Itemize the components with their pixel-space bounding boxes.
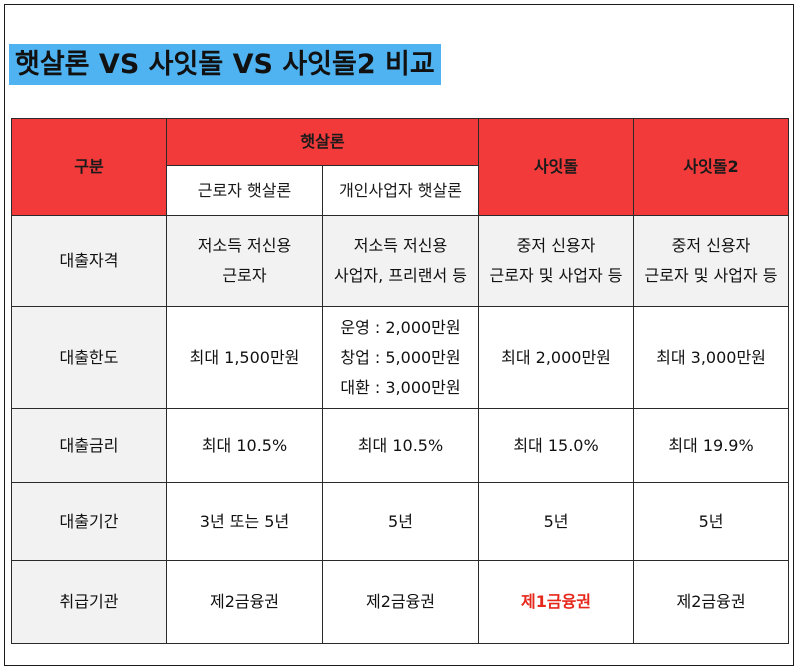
cell-period-business: 5년 [321, 482, 480, 561]
cell-line: 대환 : 3,000만원 [340, 377, 461, 397]
cell-line: 운영 : 2,000만원 [340, 317, 461, 337]
table-row: 대출자격 저소득 저신용 근로자 저소득 저신용 사업자, 프리랜서 등 중저 … [11, 215, 790, 307]
header-worker-sunshine: 근로자 햇살론 [166, 165, 323, 216]
cell-line: 근로자 및 사업자 등 [644, 266, 778, 285]
page-title: 햇살론 VS 사잇돌 VS 사잇돌2 비교 [9, 44, 441, 85]
cell-line: 창업 : 5,000만원 [340, 347, 461, 367]
cell-eligibility-business: 저소득 저신용 사업자, 프리랜서 등 [321, 215, 480, 307]
cell-rate-business: 최대 10.5% [321, 408, 480, 483]
cell-limit-saitdol: 최대 2,000만원 [478, 306, 635, 409]
cell-period-saitdol2: 5년 [633, 482, 790, 561]
comparison-table: 구분 햇살론 사잇돌 사잇돌2 근로자 햇살론 개인사업자 햇살론 대출자격 저… [11, 118, 790, 644]
cell-institution-business: 제2금융권 [321, 560, 480, 644]
header-saitdol: 사잇돌 [478, 118, 635, 216]
cell-rate-saitdol2: 최대 19.9% [633, 408, 790, 483]
cell-institution-saitdol2: 제2금융권 [633, 560, 790, 644]
row-label-rate: 대출금리 [11, 408, 167, 483]
row-label-eligibility: 대출자격 [11, 215, 167, 307]
cell-line: 중저 신용자 [671, 236, 751, 255]
cell-eligibility-saitdol: 중저 신용자 근로자 및 사업자 등 [478, 215, 635, 307]
cell-eligibility-worker: 저소득 저신용 근로자 [166, 215, 323, 307]
table-row: 대출기간 3년 또는 5년 5년 5년 5년 [11, 482, 790, 561]
cell-line: 저소득 저신용 [353, 236, 448, 255]
header-business-sunshine: 개인사업자 햇살론 [321, 165, 480, 216]
table-row: 대출금리 최대 10.5% 최대 10.5% 최대 15.0% 최대 19.9% [11, 408, 790, 483]
header-saitdol2: 사잇돌2 [633, 118, 790, 216]
cell-eligibility-saitdol2: 중저 신용자 근로자 및 사업자 등 [633, 215, 790, 307]
cell-rate-worker: 최대 10.5% [166, 408, 323, 483]
cell-line: 근로자 및 사업자 등 [489, 266, 623, 285]
header-category: 구분 [11, 118, 167, 216]
table-row: 취급기관 제2금융권 제2금융권 제1금융권 제2금융권 [11, 560, 790, 644]
cell-limit-worker: 최대 1,500만원 [166, 306, 323, 409]
cell-institution-worker: 제2금융권 [166, 560, 323, 644]
row-label-institution: 취급기관 [11, 560, 167, 644]
cell-institution-saitdol: 제1금융권 [478, 560, 635, 644]
cell-period-worker: 3년 또는 5년 [166, 482, 323, 561]
cell-line: 사업자, 프리랜서 등 [333, 266, 468, 285]
header-group-sunshine: 햇살론 [165, 118, 480, 166]
cell-period-saitdol: 5년 [478, 482, 635, 561]
cell-limit-saitdol2: 최대 3,000만원 [633, 306, 790, 409]
cell-line: 중저 신용자 [516, 236, 596, 255]
cell-line: 저소득 저신용 [197, 236, 292, 255]
row-label-limit: 대출한도 [11, 306, 167, 409]
cell-limit-business: 운영 : 2,000만원 창업 : 5,000만원 대환 : 3,000만원 [321, 306, 480, 409]
cell-rate-saitdol: 최대 15.0% [478, 408, 635, 483]
cell-line: 근로자 [222, 266, 267, 285]
row-label-period: 대출기간 [11, 482, 167, 561]
table-row: 대출한도 최대 1,500만원 운영 : 2,000만원 창업 : 5,000만… [11, 306, 790, 409]
